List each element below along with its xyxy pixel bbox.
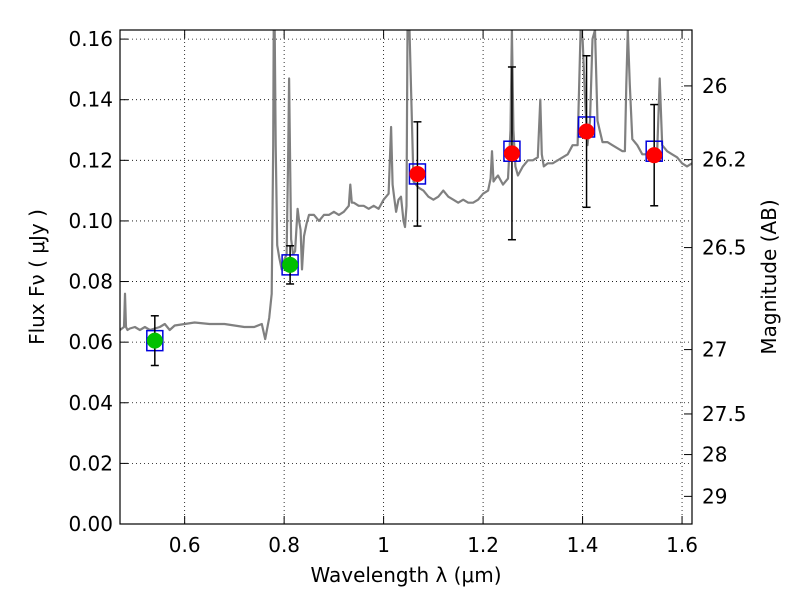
model-spectrum — [120, 30, 692, 341]
x-tick-label: 1.6 — [666, 533, 698, 557]
y-tick-label: 0.16 — [68, 27, 113, 51]
y2-tick-label: 27 — [702, 338, 727, 362]
y2-axis-title: Magnitude (AB) — [757, 199, 781, 354]
ticks: 0.6 0.8 1 1.2 1.4 1.6 0.00 0.02 0.04 0.06 0.08 0.10… — [68, 27, 746, 557]
x-tick-label: 1.2 — [467, 533, 499, 557]
y2-tick-label: 26 — [702, 74, 727, 98]
model-spectrum-line — [120, 30, 692, 341]
y2-tick-label: 27.5 — [702, 402, 747, 426]
y2-tick-label: 29 — [702, 484, 727, 508]
photometry-point — [409, 165, 426, 182]
x-tick-label: 0.6 — [169, 533, 201, 557]
y-tick-label: 0.00 — [68, 512, 113, 536]
photometry-point — [578, 123, 595, 140]
y-tick-label: 0.12 — [68, 148, 113, 172]
y-tick-label: 0.08 — [68, 270, 113, 294]
x-tick-label: 0.8 — [268, 533, 300, 557]
y-tick-label: 0.06 — [68, 330, 113, 354]
y2-tick-label: 26.5 — [702, 236, 747, 260]
y2-tick-label: 28 — [702, 443, 727, 467]
data-markers — [146, 55, 663, 367]
plot-frame — [119, 29, 693, 525]
y-tick-label: 0.14 — [68, 88, 113, 112]
photometry-point — [282, 256, 299, 273]
photometry-point — [146, 332, 163, 349]
y-tick-label: 0.04 — [68, 391, 113, 415]
y-tick-label: 0.10 — [68, 209, 113, 233]
x-axis-title: Wavelength λ (μm) — [310, 563, 501, 587]
y2-tick-label: 26.2 — [702, 148, 747, 172]
y-tick-label: 0.02 — [68, 451, 113, 475]
x-tick-label: 1.4 — [567, 533, 599, 557]
x-tick-label: 1 — [377, 533, 390, 557]
y-axis-title: Flux Fν ( μJy ) — [25, 209, 49, 345]
photometry-point — [646, 147, 663, 164]
photometry-point — [503, 145, 520, 162]
